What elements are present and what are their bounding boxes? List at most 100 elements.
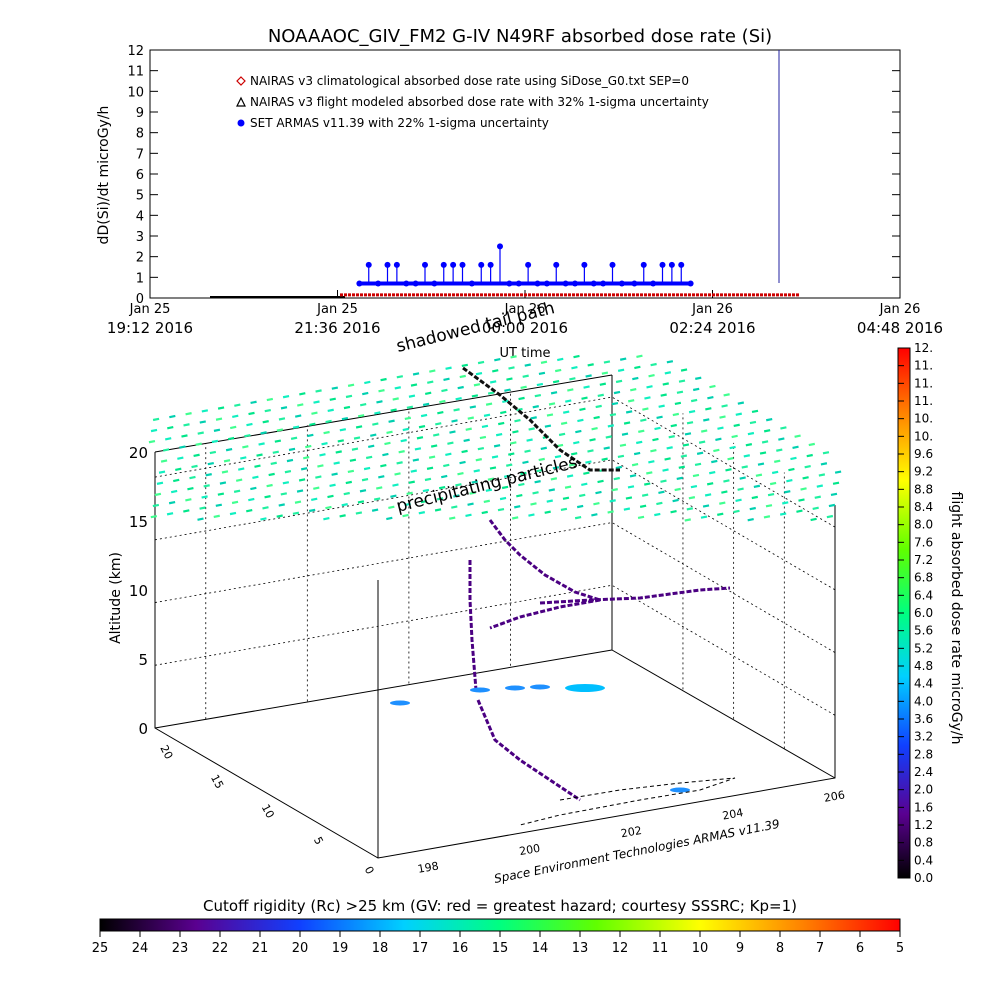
- ground-dose-spot: [565, 684, 605, 692]
- cutoff-dash: [511, 516, 519, 520]
- cutoff-dash: [639, 504, 647, 508]
- cutoff-dash: [532, 491, 539, 495]
- cutoff-tick-label: 11: [652, 941, 669, 956]
- ground-dose-spot: [530, 684, 550, 690]
- colorbar-tick-label: 9.6: [914, 447, 933, 461]
- cutoff-dash: [688, 496, 696, 500]
- cutoff-dash: [390, 494, 397, 498]
- cutoff-dash: [571, 452, 578, 456]
- cutoff-dash: [534, 480, 541, 484]
- colorbar-tick-label: 5.2: [914, 641, 933, 655]
- cutoff-dash: [191, 464, 198, 469]
- cutoff-dash: [526, 438, 533, 442]
- latitude-tick-label: 20: [157, 743, 175, 761]
- cutoff-dash: [520, 471, 527, 476]
- colorbar-tick-label: 5.6: [914, 624, 933, 638]
- cutoff-dash: [595, 490, 602, 495]
- cutoff-dash: [678, 379, 686, 383]
- cutoff-dash: [422, 402, 430, 407]
- colorbar-tick-label: 0.4: [914, 853, 933, 867]
- cutoff-dash: [538, 371, 546, 376]
- cutoff-dash: [231, 500, 239, 505]
- cutoff-dash: [591, 427, 598, 431]
- colorbar-ticks: 0.0 0.4 0.8 1.2 1.6 2.0 2.4 2.8 3.2 3.6 4.0 4.4 4.8 5…: [898, 341, 933, 885]
- cutoff-dash: [264, 495, 271, 499]
- cutoff-dash: [435, 422, 442, 426]
- latitude-tick-label: 15: [208, 772, 226, 790]
- cutoff-dash: [181, 434, 188, 438]
- cutoff-dash: [735, 498, 742, 502]
- cutoff-dash: [680, 454, 688, 458]
- colorbar-tick-label: 4.8: [914, 659, 933, 673]
- cutoff-dash: [284, 469, 292, 474]
- cutoff-dash: [278, 503, 285, 507]
- cutoff-dash: [483, 413, 491, 417]
- cutoff-dash: [745, 443, 753, 447]
- cutoff-dash: [384, 441, 391, 446]
- grid-line-alt: [154, 522, 836, 653]
- armas-point: [506, 280, 513, 287]
- cutoff-dash: [343, 491, 350, 496]
- cutoff-dash: [560, 421, 568, 425]
- grid-line-alt: [154, 584, 836, 716]
- cutoff-dash: [638, 429, 645, 433]
- cutoff-dash: [207, 461, 215, 466]
- cutoff-dash: [242, 445, 249, 449]
- cutoff-dash: [266, 397, 274, 402]
- cutoff-dash: [461, 363, 469, 368]
- cutoff-dash: [311, 497, 318, 501]
- cutoff-dash: [331, 472, 338, 476]
- cutoff-dash: [573, 440, 580, 445]
- cutoff-dash: [668, 435, 675, 439]
- cutoff-dash: [491, 455, 499, 459]
- cutoff-dash: [650, 449, 657, 453]
- cutoff-dash: [487, 391, 495, 395]
- latitude-tick-label: 5: [311, 835, 326, 847]
- cutoff-dash: [339, 428, 347, 432]
- cutoff-dash: [175, 467, 182, 471]
- cutoff-tick-label: 18: [372, 941, 389, 956]
- cutoff-dash: [378, 389, 385, 393]
- cutoff-dash: [650, 362, 657, 367]
- cutoff-dash: [662, 382, 669, 386]
- cutoff-dash: [406, 405, 414, 409]
- cutoff-dash: [641, 493, 649, 497]
- cutoff-dash: [759, 451, 767, 455]
- cutoff-dash: [473, 469, 480, 473]
- cutoff-dash: [449, 430, 456, 434]
- y-tick-label: 12: [127, 44, 144, 59]
- cutoff-dash: [437, 411, 444, 415]
- cutoff-dash: [788, 467, 795, 472]
- longitude-tick-label: 204: [721, 806, 744, 822]
- cutoff-dash: [209, 450, 217, 455]
- latitude-tick-label: 10: [259, 802, 277, 820]
- cutoff-dash: [412, 372, 420, 376]
- cutoff-dash: [215, 417, 223, 421]
- cutoff-dash: [183, 423, 190, 427]
- cutoff-dash: [266, 483, 273, 488]
- armas-point: [581, 261, 588, 268]
- cutoff-tick-label: 10: [692, 941, 709, 956]
- cutoff-dash: [601, 457, 608, 461]
- z-axis-label: Altitude (km): [108, 552, 124, 644]
- cutoff-dash: [347, 469, 355, 474]
- grid-lines: [154, 389, 836, 749]
- cutoff-dash: [150, 428, 158, 433]
- cutoff-dash: [579, 493, 586, 498]
- cutoff-dash: [402, 427, 409, 432]
- cutoff-dash: [278, 417, 286, 421]
- colorbar-tick-label: 4.4: [914, 677, 933, 691]
- cutoff-dash: [213, 428, 221, 432]
- cutoff-dash: [634, 365, 641, 370]
- cutoff-dash: [189, 475, 196, 480]
- colorbar-tick-label: 12.: [914, 341, 933, 355]
- cutoff-dash: [593, 415, 600, 420]
- cutoff-dash: [380, 377, 387, 382]
- cutoff-dash: [233, 489, 241, 493]
- cutoff-ticks: 25 24 23 22 21 20 19 18 17 16 15 14 13 12 11 10 9 8 7 6 5: [92, 931, 904, 956]
- cutoff-dash: [684, 518, 691, 522]
- armas-point: [459, 261, 466, 268]
- cutoff-dash: [173, 478, 180, 483]
